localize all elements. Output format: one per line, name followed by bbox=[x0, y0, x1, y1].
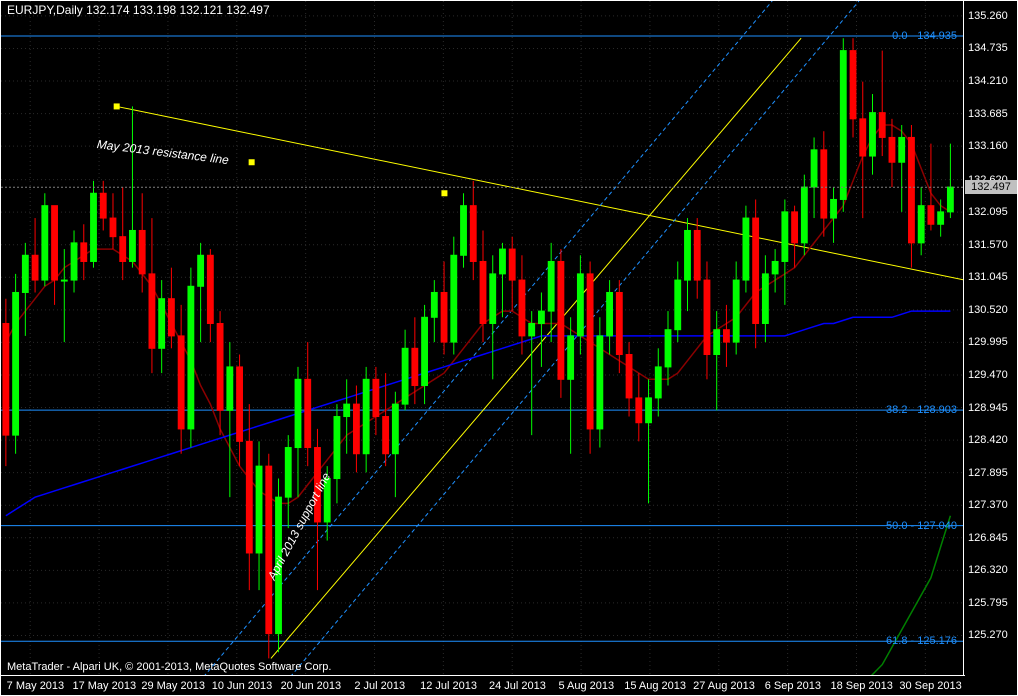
y-tick-label: 128.945 bbox=[968, 402, 1008, 414]
y-tick-label: 129.470 bbox=[968, 369, 1008, 381]
chart-plot[interactable] bbox=[1, 1, 965, 677]
chart-title: EURJPY,Daily 132.174 133.198 132.121 132… bbox=[7, 3, 270, 17]
y-tick-label: 127.895 bbox=[968, 467, 1008, 479]
x-tick-label: 6 Sep 2013 bbox=[765, 680, 821, 692]
x-tick-label: 20 Jun 2013 bbox=[281, 680, 342, 692]
y-tick-label: 132.095 bbox=[968, 206, 1008, 218]
x-tick-label: 12 Jul 2013 bbox=[420, 680, 477, 692]
y-tick-label: 135.260 bbox=[968, 10, 1008, 22]
y-tick-label: 125.795 bbox=[968, 597, 1008, 609]
y-tick-label: 133.685 bbox=[968, 108, 1008, 120]
x-tick-label: 17 May 2013 bbox=[72, 680, 136, 692]
y-tick-label: 129.995 bbox=[968, 336, 1008, 348]
fib-label: 0.0 - 134.935 bbox=[892, 30, 957, 42]
x-tick-label: 30 Sep 2013 bbox=[899, 680, 961, 692]
y-tick-label: 131.570 bbox=[968, 239, 1008, 251]
y-tick-label: 134.735 bbox=[968, 42, 1008, 54]
x-tick-label: 7 May 2013 bbox=[7, 680, 64, 692]
x-tick-label: 18 Sep 2013 bbox=[831, 680, 893, 692]
y-tick-label: 131.045 bbox=[968, 271, 1008, 283]
y-tick-label: 128.420 bbox=[968, 434, 1008, 446]
x-tick-label: 5 Aug 2013 bbox=[558, 680, 614, 692]
x-tick-label: 15 Aug 2013 bbox=[624, 680, 686, 692]
y-tick-label: 134.210 bbox=[968, 75, 1008, 87]
y-tick-label: 126.320 bbox=[968, 564, 1008, 576]
fib-label: 61.8 - 125.176 bbox=[886, 635, 957, 647]
x-tick-label: 27 Aug 2013 bbox=[693, 680, 755, 692]
x-tick-label: 29 May 2013 bbox=[141, 680, 205, 692]
x-tick-label: 2 Jul 2013 bbox=[354, 680, 405, 692]
y-tick-label: 130.520 bbox=[968, 304, 1008, 316]
x-axis: 7 May 2013 17 May 2013 29 May 2013 10 Jun 2… bbox=[1, 675, 965, 695]
attribution-text: MetaTrader - Alpari UK, © 2001-2013, Met… bbox=[7, 661, 331, 673]
y-tick-label: 126.845 bbox=[968, 532, 1008, 544]
y-tick-label: 127.370 bbox=[968, 499, 1008, 511]
current-price-tag: 132.497 bbox=[965, 180, 1017, 194]
x-tick-label: 10 Jun 2013 bbox=[212, 680, 273, 692]
y-tick-label: 125.270 bbox=[968, 629, 1008, 641]
fib-label: 38.2 - 128.903 bbox=[886, 404, 957, 416]
chart-container: EURJPY,Daily 132.174 133.198 132.121 132… bbox=[0, 0, 1018, 696]
y-tick-label: 133.160 bbox=[968, 140, 1008, 152]
x-tick-label: 24 Jul 2013 bbox=[489, 680, 546, 692]
fib-label: 50.0 - 127.040 bbox=[886, 520, 957, 532]
y-axis: 125.270 125.795 126.320 126.845 127.370 127.8… bbox=[963, 1, 1017, 677]
